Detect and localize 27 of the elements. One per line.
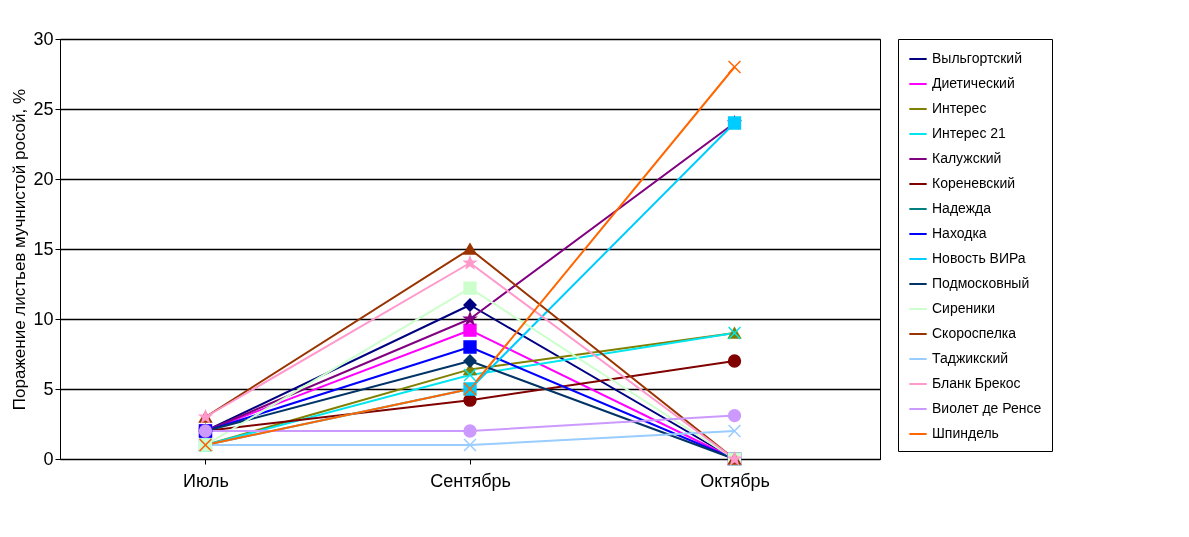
legend-label: Надежда <box>932 200 992 216</box>
y-tick-label: 25 <box>33 98 54 119</box>
x-tick-label: Июль <box>183 470 229 491</box>
y-tick-label: 30 <box>33 28 54 49</box>
legend-label: Калужский <box>932 150 1002 166</box>
y-tick-label: 15 <box>33 238 54 259</box>
legend-label: Новость ВИРа <box>932 250 1026 266</box>
legend-label: Интерес <box>932 100 987 116</box>
y-tick-label: 10 <box>33 308 54 329</box>
legend-label: Скороспелка <box>932 325 1017 341</box>
y-tick-label: 5 <box>43 378 54 399</box>
legend-label: Виолет де Ренсе <box>932 400 1042 416</box>
x-tick-label: Октябрь <box>700 470 770 491</box>
y-tick-label: 0 <box>43 448 54 469</box>
legend-label: Находка <box>932 225 987 241</box>
x-tick-label: Сентябрь <box>430 470 511 491</box>
legend-label: Диетический <box>932 75 1015 91</box>
y-axis-title: Поражение листьев мучнистой росой, % <box>10 88 30 411</box>
legend-label: Бланк Брекос <box>932 375 1021 391</box>
y-tick-label: 20 <box>33 168 54 189</box>
legend-label: Таджикский <box>932 350 1009 366</box>
legend-label: Шпиндель <box>932 425 999 441</box>
legend-label: Подмосковный <box>932 275 1030 291</box>
legend-label: Кореневский <box>932 175 1016 191</box>
legend-label: Интерес 21 <box>932 125 1007 141</box>
legend-label: Сиреники <box>932 300 995 316</box>
legend-label: Выльгортский <box>932 50 1022 66</box>
